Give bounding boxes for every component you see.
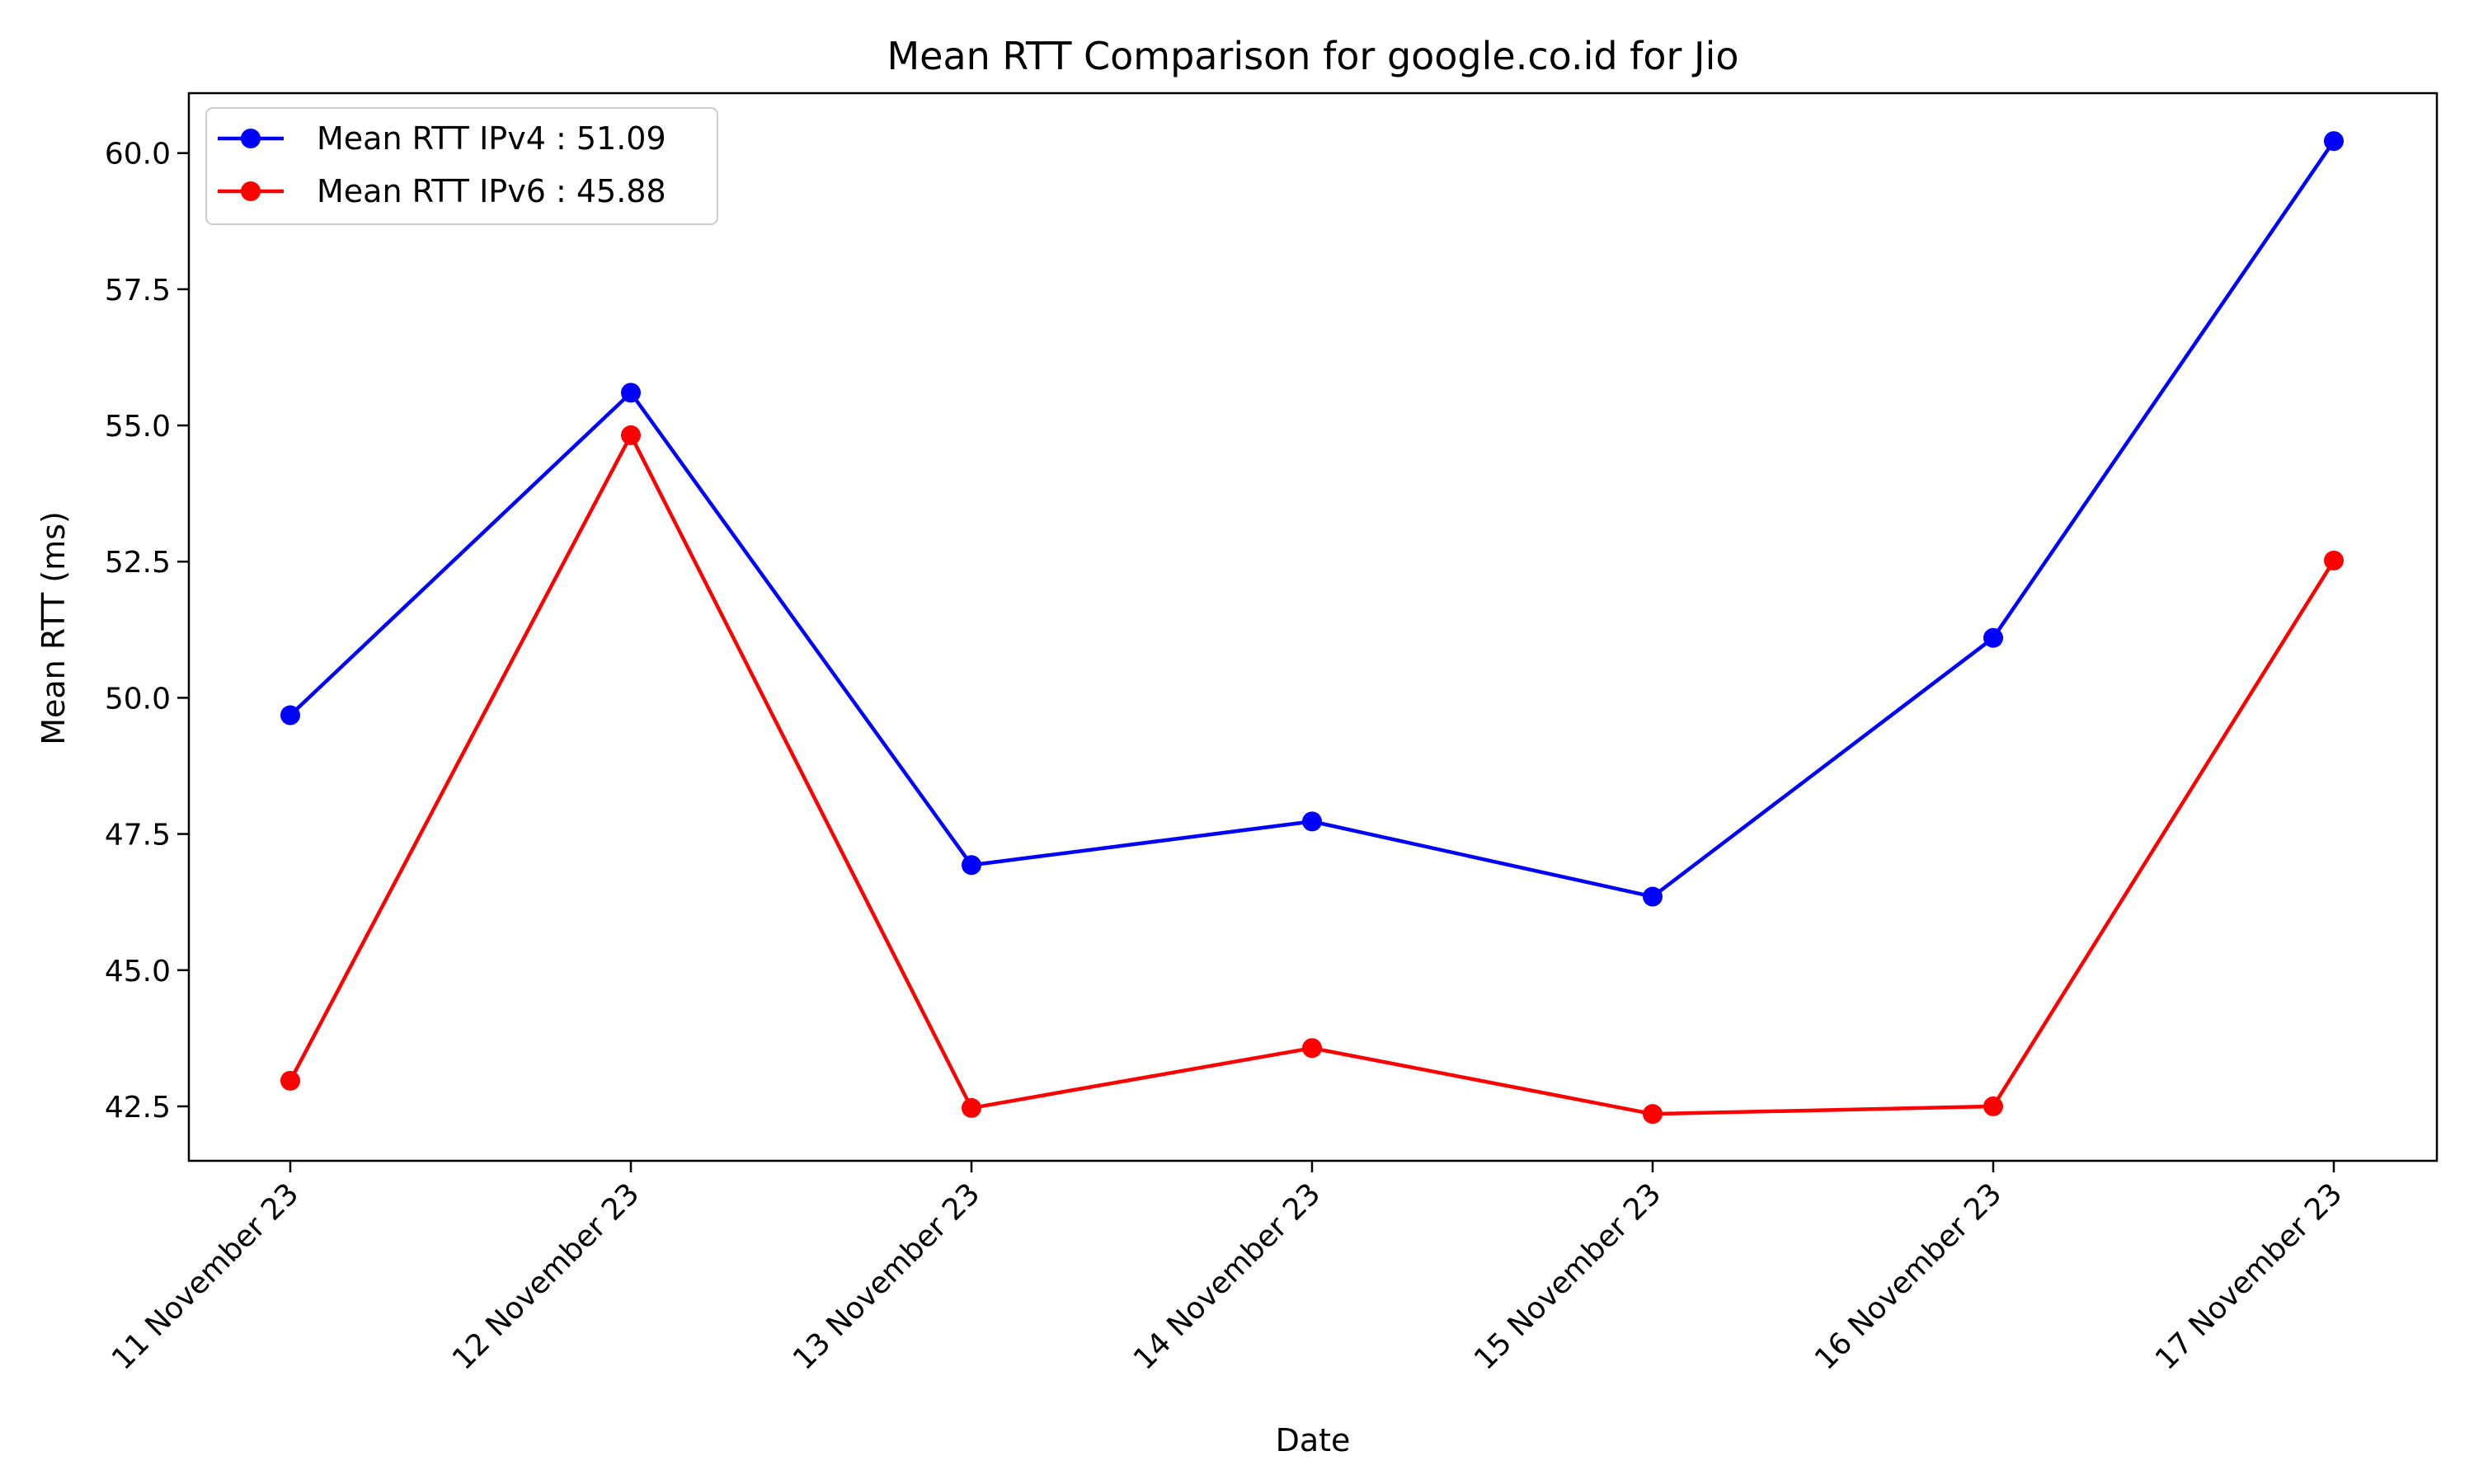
y-tick-label: 47.5 [105,819,171,852]
legend-box [205,107,718,225]
data-point [1983,627,2003,648]
legend-label: Mean RTT IPv6 : 45.88 [317,173,666,209]
x-axis-label: Date [1276,1422,1351,1458]
legend: Mean RTT IPv4 : 51.09 Mean RTT IPv6 : 45.… [205,107,718,225]
y-axis: 42.5 45.0 47.5 50.0 52.5 55.0 57.5 60.0 [105,138,189,1125]
series-layer [280,131,2344,1125]
y-tick-label: 50.0 [105,682,171,716]
data-point [962,1097,981,1118]
chart-title: Mean RTT Comparison for google.co.id for… [887,34,1738,78]
y-tick-label: 60.0 [105,138,171,171]
data-point [280,705,300,726]
y-tick-label: 55.0 [105,410,171,444]
data-point [1302,1038,1322,1059]
y-tick-label: 57.5 [105,274,171,308]
data-point [280,1070,300,1091]
data-point [1983,1096,2003,1116]
data-point [621,383,641,403]
data-point [2324,550,2344,571]
data-point [1643,1104,1663,1125]
data-point [962,855,981,876]
y-tick-label: 45.0 [105,955,171,989]
legend-marker [241,181,261,201]
y-axis-label: Mean RTT (ms) [35,511,72,745]
plot-frame [187,92,2439,1162]
y-tick-label: 42.5 [105,1091,171,1125]
legend-marker [241,129,261,148]
data-point [621,425,641,445]
legend-label: Mean RTT IPv4 : 51.09 [317,120,666,157]
data-point [2324,131,2344,152]
y-tick-label: 52.5 [105,546,171,580]
data-point [1302,811,1322,832]
data-point [1643,886,1663,907]
